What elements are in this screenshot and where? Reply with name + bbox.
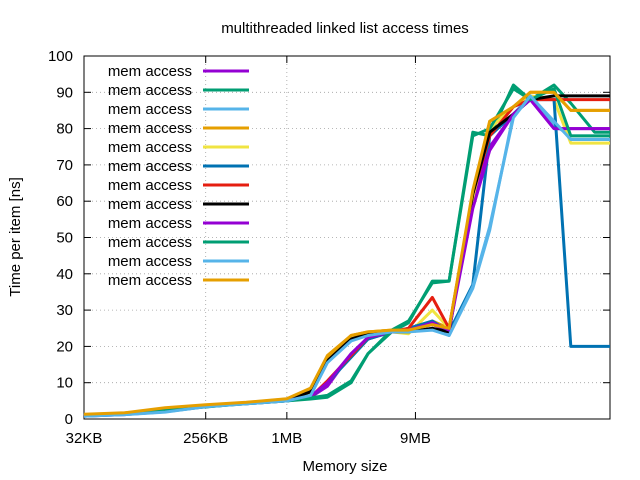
y-tick-label: 80 <box>56 121 73 138</box>
legend-label: mem access <box>108 253 192 270</box>
y-tick-label: 50 <box>56 230 73 247</box>
legend-label: mem access <box>108 101 192 118</box>
y-tick-label: 100 <box>48 48 73 65</box>
y-tick-label: 20 <box>56 338 73 355</box>
grid <box>84 56 610 419</box>
legend-label: mem access <box>108 158 192 175</box>
legend-label: mem access <box>108 196 192 213</box>
legend-label: mem access <box>108 139 192 156</box>
legend-label: mem access <box>108 63 192 80</box>
legend-label: mem access <box>108 82 192 99</box>
x-tick-label: 256KB <box>183 430 228 447</box>
y-tick-label: 70 <box>56 157 73 174</box>
x-tick-label: 9MB <box>400 430 431 447</box>
chart-title: multithreaded linked list access times <box>221 20 469 37</box>
series-lines <box>83 83 610 418</box>
legend-label: mem access <box>108 177 192 194</box>
legend-label: mem access <box>108 234 192 251</box>
y-axis-label: Time per item [ns] <box>7 177 24 296</box>
x-tick-label: 32KB <box>66 430 103 447</box>
x-axis-label: Memory size <box>302 458 387 475</box>
x-tick-label: 1MB <box>271 430 302 447</box>
y-tick-label: 90 <box>56 84 73 101</box>
y-tick-label: 60 <box>56 193 73 210</box>
series-line-12 <box>83 90 610 416</box>
series-line-11 <box>83 94 610 418</box>
y-tick-label: 0 <box>65 411 73 428</box>
y-tick-label: 40 <box>56 266 73 283</box>
y-tick-label: 10 <box>56 375 73 392</box>
legend-label: mem access <box>108 120 192 137</box>
legend-label: mem access <box>108 272 192 289</box>
ticks: 0 10 20 30 40 50 60 70 80 90 100 32KB 256KB 1MB 9MB <box>48 48 610 447</box>
legend: mem access mem access mem access mem access… <box>108 63 249 289</box>
y-tick-label: 30 <box>56 302 73 319</box>
legend-label: mem access <box>108 215 192 232</box>
